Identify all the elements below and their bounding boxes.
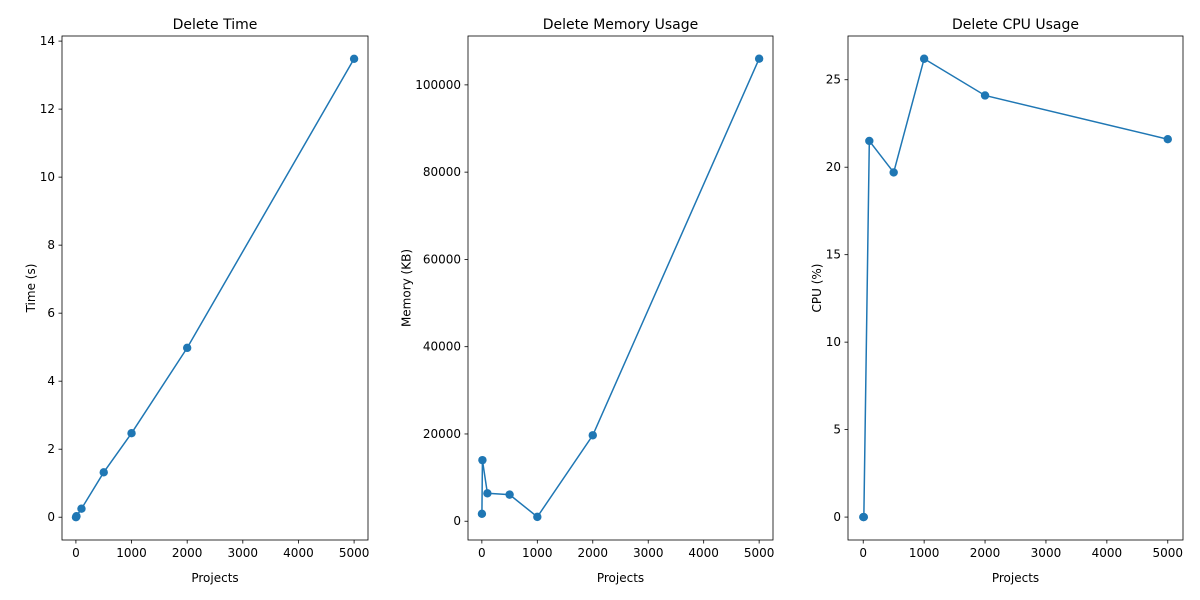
data-point — [99, 468, 108, 477]
chart-title: Delete Memory Usage — [543, 17, 698, 33]
y-tick-label: 0 — [47, 510, 55, 524]
y-tick-label: 8 — [47, 238, 55, 252]
data-point — [859, 512, 869, 522]
y-tick-label: 0 — [833, 510, 841, 524]
data-point — [533, 512, 542, 522]
x-tick-label: 4000 — [688, 546, 719, 560]
y-axis-label: Time (s) — [24, 264, 38, 314]
y-tick-label: 60000 — [423, 252, 461, 266]
data-point — [754, 54, 764, 63]
series-line — [481, 58, 760, 518]
y-tick-label: 14 — [40, 34, 55, 48]
y-tick-label: 10 — [40, 170, 55, 184]
y-tick-label: 0 — [453, 514, 461, 528]
axes-frame — [61, 35, 369, 541]
y-tick-label: 40000 — [423, 340, 461, 354]
data-point — [77, 504, 86, 513]
x-tick-label: 0 — [72, 546, 80, 560]
x-tick-label: 1000 — [522, 546, 553, 560]
y-tick-label: 5 — [833, 423, 841, 437]
x-tick-label: 3000 — [1031, 546, 1062, 560]
y-tick-label: 25 — [826, 73, 841, 87]
x-tick-label: 5000 — [1152, 546, 1183, 560]
y-tick-label: 6 — [47, 306, 55, 320]
data-point — [505, 490, 514, 499]
y-axis-label: Memory (KB) — [399, 249, 413, 327]
data-point — [182, 343, 192, 353]
axes-frame — [467, 35, 774, 541]
x-tick-label: 3000 — [633, 546, 664, 560]
chart-panel-2: Delete Memory Usage 0 1000 2000 3000 4000 5000… — [399, 17, 774, 585]
x-axis-label: Projects — [992, 571, 1039, 585]
chart-title: Delete Time — [173, 17, 258, 33]
data-point — [919, 54, 929, 63]
y-axis-label: CPU (%) — [810, 264, 824, 313]
x-tick-label: 4000 — [283, 546, 314, 560]
y-tick-label: 4 — [47, 374, 55, 388]
y-tick-label: 100000 — [415, 78, 461, 92]
x-tick-label: 0 — [478, 546, 486, 560]
data-point — [478, 455, 487, 465]
x-tick-label: 0 — [859, 546, 867, 560]
y-tick-label: 20000 — [423, 427, 461, 441]
x-tick-label: 5000 — [339, 546, 370, 560]
data-point — [349, 54, 359, 63]
data-point — [127, 429, 136, 438]
data-point — [865, 136, 874, 146]
y-tick-label: 80000 — [423, 165, 461, 179]
x-tick-label: 3000 — [228, 546, 259, 560]
data-point — [72, 511, 81, 521]
y-tick-label: 12 — [40, 102, 55, 116]
x-tick-label: 1000 — [909, 546, 940, 560]
series-line — [75, 58, 355, 518]
x-axis-label: Projects — [597, 571, 644, 585]
data-point — [889, 168, 898, 177]
x-tick-label: 2000 — [970, 546, 1001, 560]
data-point — [477, 509, 487, 519]
chart-panel-3: Delete CPU Usage 0 1000 2000 3000 4000 5000 0 5 1… — [810, 17, 1184, 585]
x-tick-label: 2000 — [577, 546, 608, 560]
data-point — [588, 431, 597, 440]
x-axis-label: Projects — [191, 571, 238, 585]
chart-panel-1: Delete Time 0 1000 2000 3000 4000 5000 0 2 4 6 8 10 1… — [24, 17, 370, 585]
data-point — [980, 91, 990, 100]
data-point — [1163, 135, 1172, 144]
data-point — [483, 489, 492, 498]
chart-title: Delete CPU Usage — [952, 17, 1079, 33]
x-tick-label: 2000 — [172, 546, 203, 560]
y-tick-label: 15 — [826, 248, 841, 262]
x-tick-label: 1000 — [116, 546, 147, 560]
series-line — [863, 57, 1168, 518]
y-tick-label: 10 — [826, 335, 841, 349]
y-tick-label: 2 — [47, 442, 55, 456]
y-tick-label: 20 — [826, 160, 841, 174]
x-tick-label: 4000 — [1092, 546, 1123, 560]
x-tick-label: 5000 — [744, 546, 775, 560]
axes-frame — [847, 35, 1184, 541]
